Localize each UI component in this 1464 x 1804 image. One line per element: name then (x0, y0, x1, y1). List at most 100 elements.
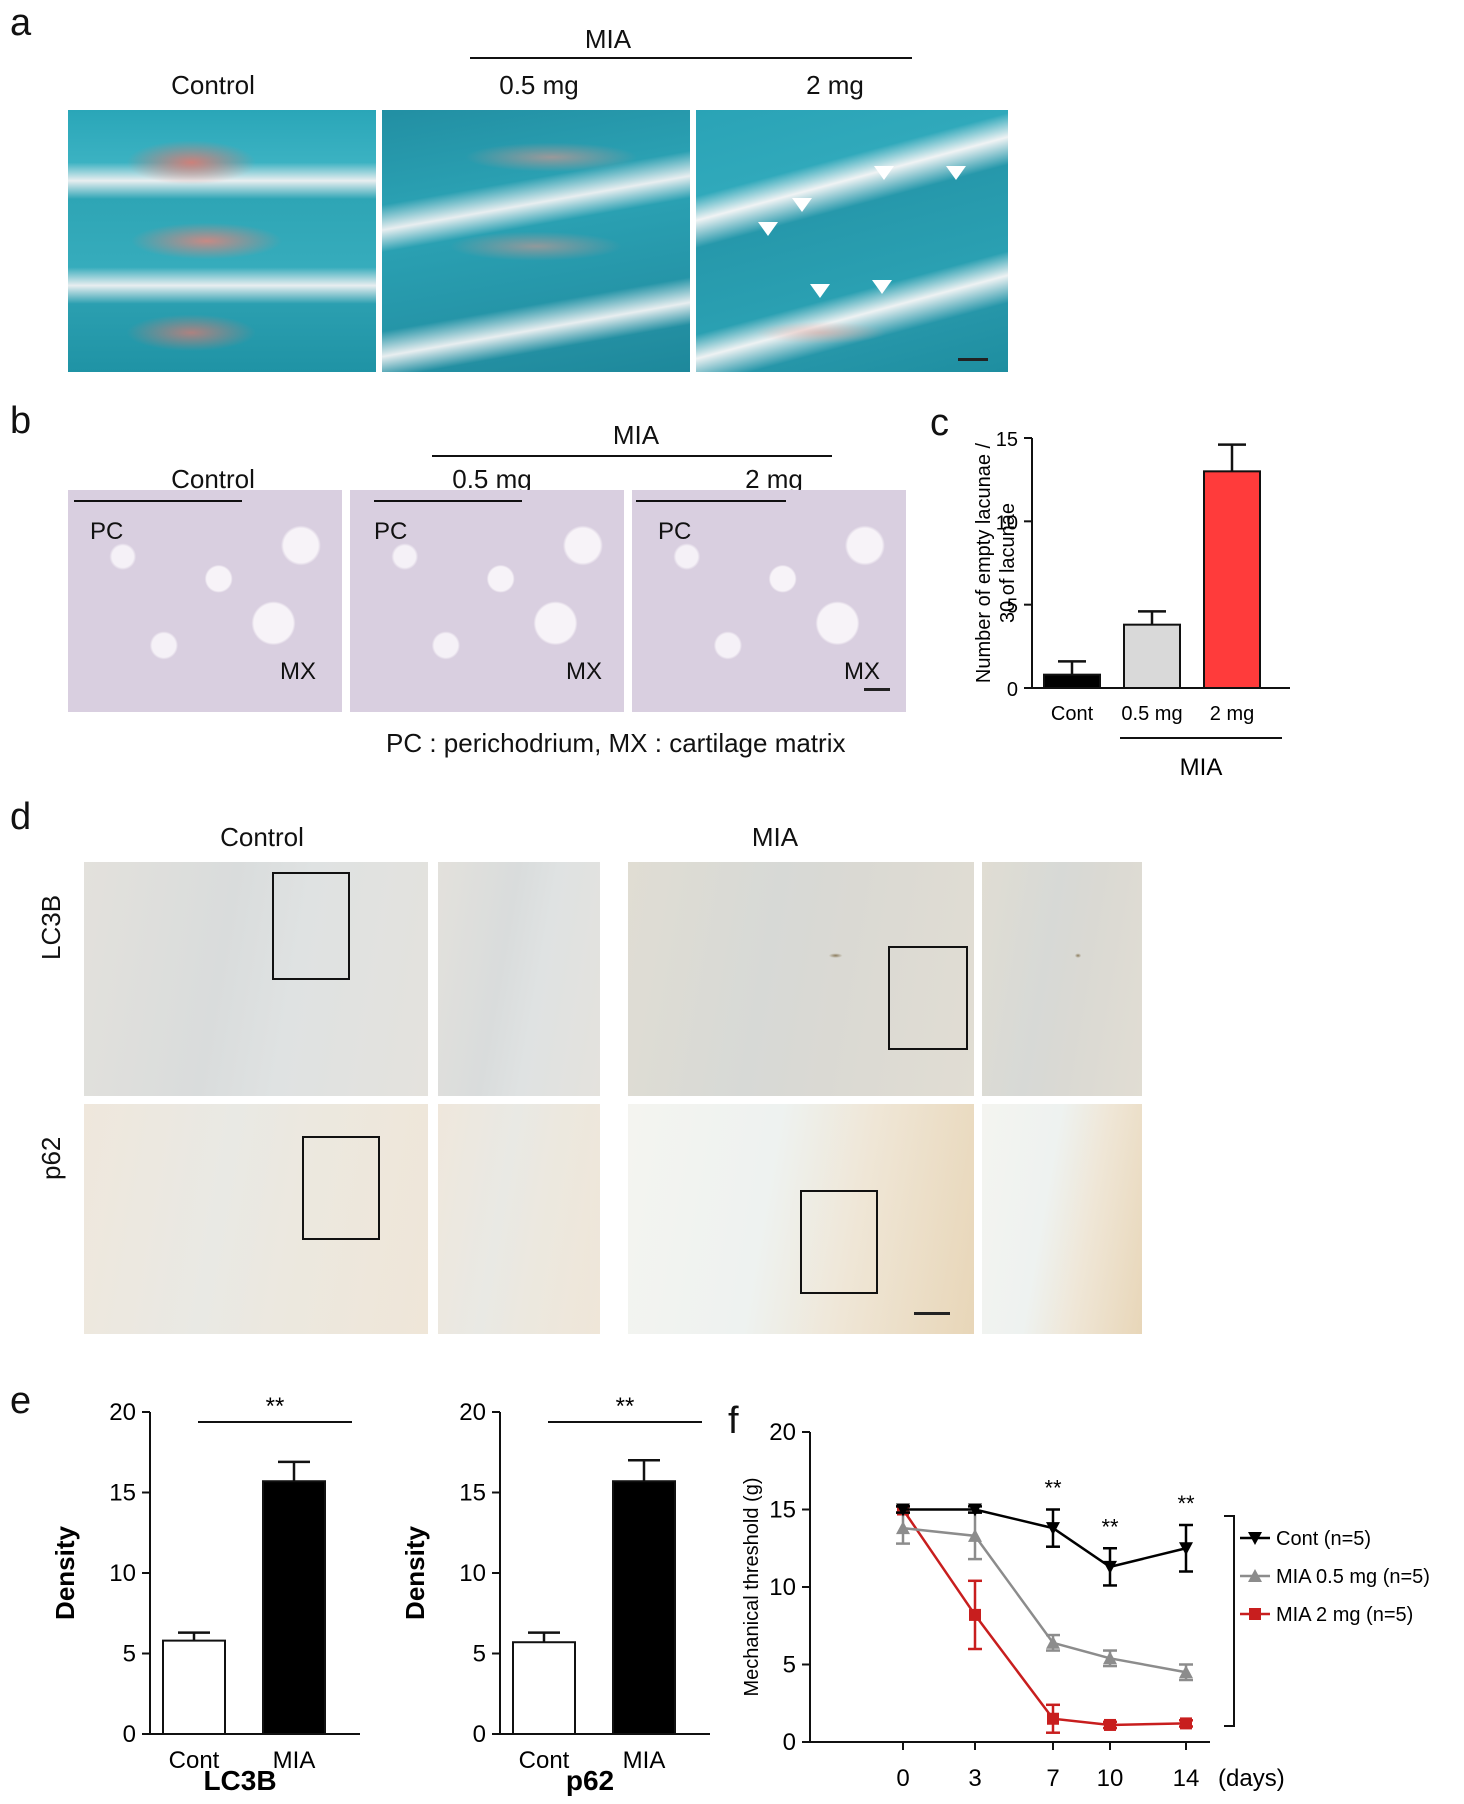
panel-letter-c: c (930, 402, 949, 444)
legend-label: MIA 2 mg (n=5) (1276, 1604, 1413, 1626)
data-point (896, 1503, 910, 1517)
x-tick-label: 7 (1046, 1765, 1059, 1792)
y-tick-label: 0 (473, 1721, 486, 1748)
panel-a-group-line (470, 57, 912, 59)
data-point (969, 1608, 981, 1621)
pc-span-arrow (636, 500, 786, 502)
chart-c-empty-lacunae: 0 5 10 15 Cont 0.5 mg 2 mg Number of empty lacu… (973, 429, 1290, 781)
legend-swatch-marker (1248, 1569, 1262, 1582)
panel-a-group-label: MIA (584, 24, 632, 54)
data-point (1103, 1651, 1117, 1665)
ihc-p62-control (84, 1104, 428, 1334)
safranin-o-image-control (68, 110, 376, 372)
legend-label: Cont (n=5) (1276, 1528, 1371, 1550)
significance-label: ** (1101, 1514, 1119, 1539)
arrowhead-marker (874, 166, 894, 180)
arrowhead-marker (946, 166, 966, 180)
panel-b-group-line (432, 455, 832, 457)
panel-letter-e: e (10, 1380, 32, 1422)
pc-label: PC (374, 518, 408, 545)
mx-label: MX (566, 658, 602, 685)
panel-b-label-control: Control (171, 464, 255, 494)
y-tick-label: 10 (769, 1574, 796, 1601)
y-tick-label: 15 (109, 1480, 136, 1507)
legend-swatch-marker (1249, 1608, 1261, 1620)
panel-letter-f: f (728, 1400, 739, 1442)
chart-title: p62 (566, 1765, 614, 1796)
y-axis-label: Number of empty lacunae / (973, 443, 995, 684)
x-tick-label: MIA (623, 1747, 666, 1774)
x-tick-label: Cont (519, 1747, 570, 1774)
panel-a-label-control: Control (171, 70, 255, 100)
y-tick-label: 5 (1007, 596, 1018, 618)
scale-bar (958, 358, 988, 361)
pc-span-arrow (374, 500, 522, 502)
data-point (1104, 1718, 1116, 1731)
y-tick-label: 5 (123, 1641, 136, 1668)
pc-span-arrow (74, 500, 242, 502)
zoom-region-box (302, 1136, 380, 1240)
bar (162, 1639, 226, 1735)
bar (1043, 673, 1101, 690)
mx-label: MX (280, 658, 316, 685)
data-point (1103, 1560, 1117, 1574)
bar (262, 1480, 326, 1736)
series-line (903, 1508, 1187, 1569)
ihc-lc3b-mia-zoom (982, 862, 1142, 1096)
bar (512, 1641, 576, 1736)
y-tick-label: 10 (459, 1560, 486, 1587)
y-tick-label: 20 (769, 1420, 796, 1446)
zoom-region-box (800, 1190, 878, 1294)
chart-e-p62-density: 0 5 10 15 20 Cont MIA Density ** p62 (400, 1393, 710, 1796)
significance-label: ** (1177, 1491, 1195, 1516)
legend-label: MIA 0.5 mg (n=5) (1276, 1566, 1430, 1588)
panel-b-caption: PC : perichodrium, MX : cartilage matrix (386, 728, 846, 758)
y-axis-label: Density (400, 1526, 430, 1620)
y-tick-label: 20 (459, 1399, 486, 1426)
significance-label: ** (616, 1393, 635, 1420)
he-image-2mg: PC MX (632, 490, 906, 712)
panel-b-group-label: MIA (612, 420, 660, 450)
series-line (901, 1508, 1187, 1727)
safranin-o-image-05mg (382, 110, 690, 372)
significance-label: ** (266, 1393, 285, 1420)
legend-swatch-marker (1248, 1532, 1262, 1545)
data-point (896, 1521, 910, 1535)
bar (1203, 470, 1261, 690)
x-tick-label: 2 mg (1210, 703, 1254, 725)
y-tick-label: 15 (769, 1497, 796, 1524)
x-tick-label: Cont (1051, 703, 1094, 725)
chart-f-mechanical-threshold: 0 5 10 15 20 0 3 7 10 14 (days) Mechanical threshol… (741, 1420, 1430, 1792)
arrowhead-marker (872, 280, 892, 294)
panel-letter-d: d (10, 796, 32, 838)
x-tick-label: 3 (968, 1765, 981, 1792)
y-tick-label: 0 (1007, 679, 1018, 701)
data-point (1179, 1665, 1193, 1679)
y-tick-label: 0 (783, 1729, 796, 1756)
chart-title: LC3B (203, 1765, 276, 1796)
data-point (1046, 1522, 1060, 1536)
he-image-control: PC MX (68, 490, 342, 712)
bar (612, 1480, 676, 1736)
ihc-p62-mia (628, 1104, 974, 1334)
mx-label: MX (844, 658, 880, 685)
x-tick-label: 14 (1173, 1765, 1200, 1792)
panel-a-label-05mg: 0.5 mg (499, 70, 579, 100)
arrowhead-marker (758, 222, 778, 236)
panel-d-row-lc3b: LC3B (36, 894, 66, 960)
panel-d-col-control: Control (220, 822, 304, 852)
x-tick-label: 10 (1097, 1765, 1124, 1792)
x-tick-label: MIA (273, 1747, 316, 1774)
safranin-o-image-2mg (696, 110, 1008, 372)
zoom-region-box (888, 946, 968, 1050)
y-tick-label: 15 (459, 1480, 486, 1507)
panel-b-label-05mg: 0.5 mg (452, 464, 532, 494)
pc-label: PC (658, 518, 692, 545)
data-point (968, 1503, 982, 1517)
significance-label: ** (1044, 1476, 1062, 1501)
bar (1123, 623, 1181, 690)
data-point (1046, 1635, 1060, 1649)
panel-letter-b: b (10, 400, 32, 442)
ihc-lc3b-mia (628, 862, 974, 1096)
zoom-region-box (272, 872, 350, 980)
